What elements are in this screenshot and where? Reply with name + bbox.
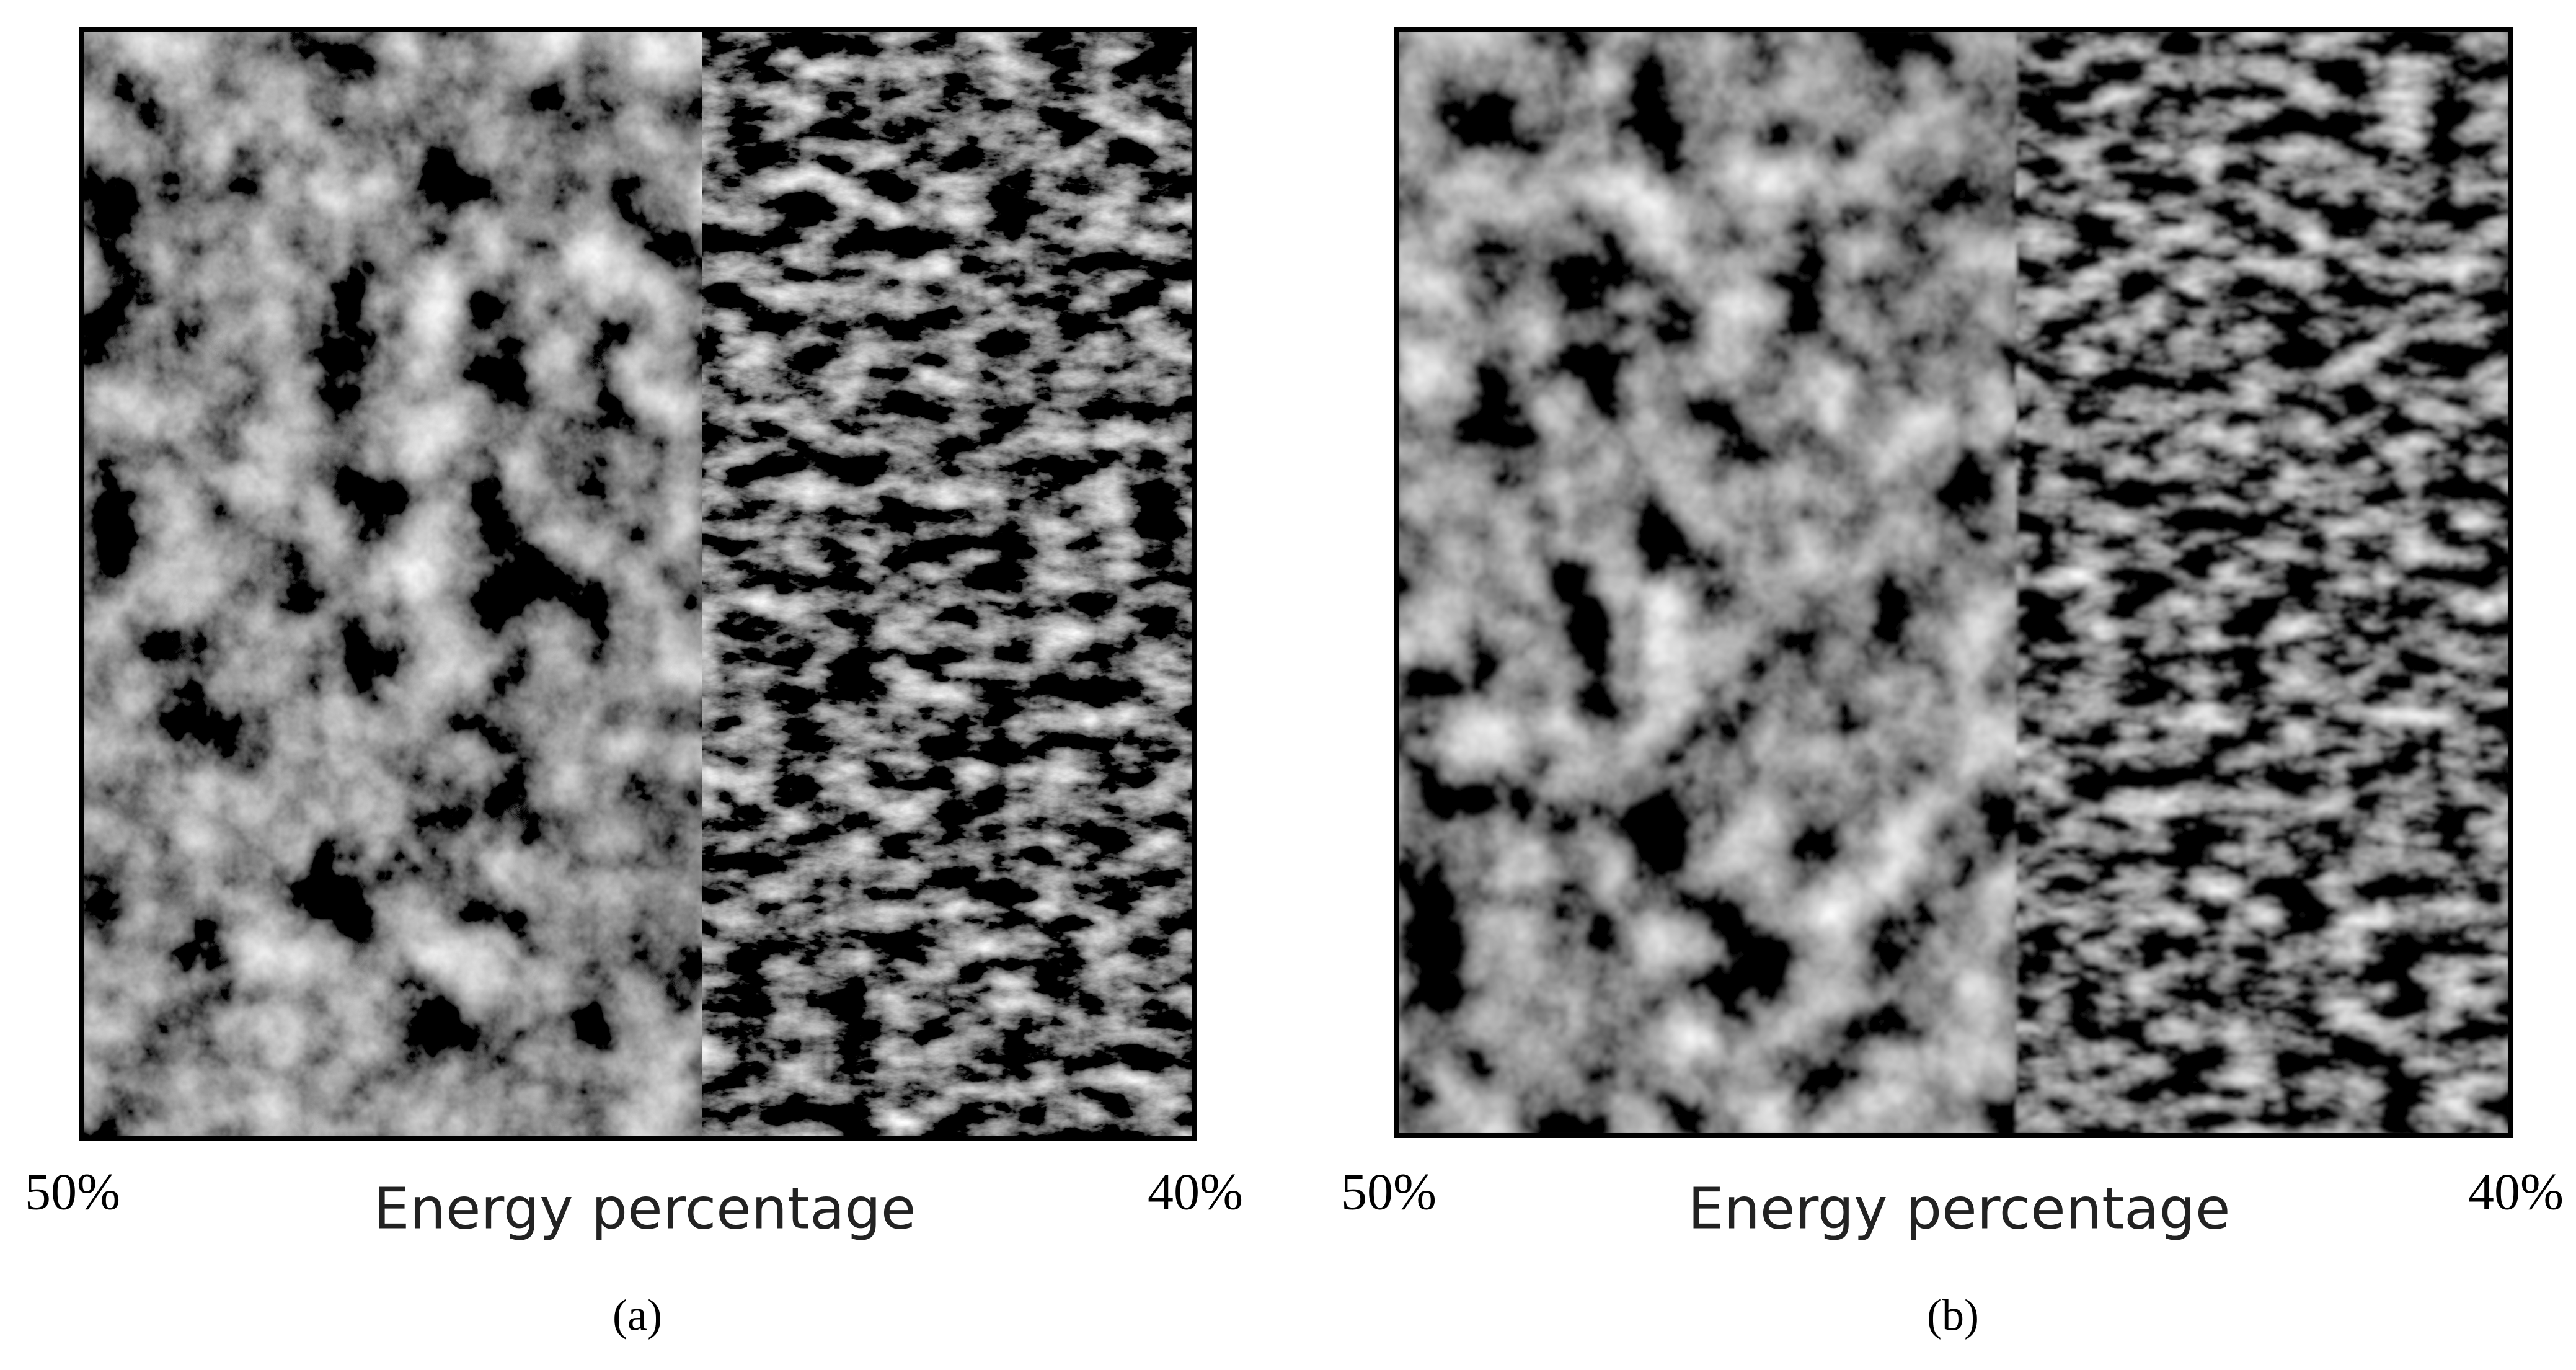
caption: (a) bbox=[613, 1291, 662, 1340]
image-frame bbox=[1394, 27, 2513, 1138]
left-label: 50% bbox=[25, 1163, 120, 1221]
right-label: 40% bbox=[1148, 1163, 1243, 1221]
right-label: 40% bbox=[2468, 1163, 2564, 1221]
image-a bbox=[82, 30, 1195, 1139]
image-b bbox=[1396, 30, 2510, 1136]
axis-label: Energy percentage bbox=[373, 1175, 916, 1242]
image-frame bbox=[79, 27, 1197, 1141]
axis-label: Energy percentage bbox=[1688, 1175, 2230, 1242]
caption: (b) bbox=[1927, 1291, 1979, 1340]
left-label: 50% bbox=[1341, 1163, 1436, 1221]
